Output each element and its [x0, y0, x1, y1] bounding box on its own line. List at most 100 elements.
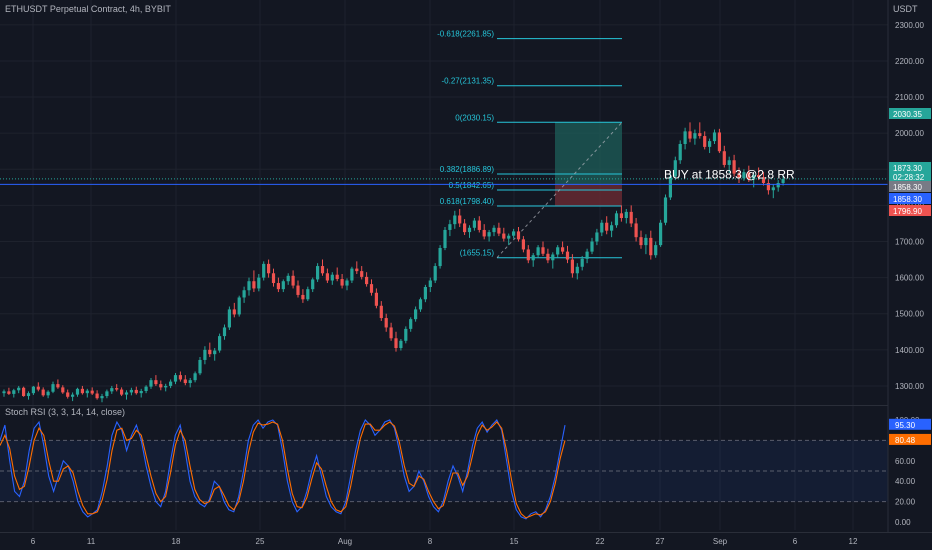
- candle-body: [281, 281, 285, 290]
- stoch-k-line: [0, 419, 566, 520]
- candle-body: [173, 375, 178, 382]
- candle-body: [619, 213, 623, 219]
- price-badge-text: 1873.30: [893, 164, 922, 173]
- candle-body: [41, 389, 45, 396]
- candle-body: [467, 227, 472, 233]
- candle-body: [90, 390, 94, 394]
- price-tick: 2000.00: [895, 129, 924, 138]
- candle-body: [115, 388, 119, 390]
- candle-body: [409, 319, 413, 329]
- candle-body: [208, 349, 212, 355]
- candle-body: [227, 309, 231, 328]
- candle-body: [766, 183, 770, 191]
- candle-body: [350, 268, 354, 281]
- candle-body: [17, 387, 21, 391]
- position-zones[interactable]: [555, 122, 622, 207]
- price-badge: [889, 108, 931, 119]
- candle-body: [644, 237, 648, 246]
- candle-body: [394, 338, 398, 349]
- candle-body: [585, 251, 589, 259]
- time-tick: 6: [793, 537, 798, 546]
- stoch-k-value: 95.30: [895, 421, 916, 430]
- candle-body: [7, 391, 11, 394]
- candle-body: [761, 177, 766, 183]
- candle-body: [110, 388, 114, 392]
- price-badge: [889, 181, 931, 192]
- candle-body: [600, 222, 604, 233]
- candle-body: [551, 254, 555, 261]
- candle-body: [580, 258, 584, 267]
- candle-body: [374, 292, 378, 306]
- candle-body: [183, 379, 187, 384]
- candle-body: [722, 151, 726, 165]
- candlestick-series: [2, 122, 785, 403]
- candle-body: [531, 255, 535, 261]
- candle-body: [379, 305, 383, 319]
- candle-body: [124, 392, 129, 395]
- price-tick: 2100.00: [895, 93, 924, 102]
- candle-body: [12, 390, 16, 394]
- candle-body: [105, 391, 109, 397]
- candle-body: [384, 318, 388, 328]
- price-badge-text: 1858.30: [893, 183, 922, 192]
- candle-body: [536, 247, 540, 256]
- candle-body: [134, 389, 138, 394]
- fib-level-label: (1655.15): [460, 249, 495, 258]
- candle-body: [757, 175, 761, 178]
- stoch-rsi-pane: [0, 419, 888, 520]
- candle-body: [178, 375, 182, 380]
- candle-body: [458, 215, 462, 224]
- candle-body: [732, 160, 736, 174]
- candle-body: [198, 359, 202, 374]
- candle-body: [423, 287, 427, 300]
- symbol-title[interactable]: ETHUSDT Perpetual Contract, 4h, BYBIT: [5, 4, 171, 14]
- candle-body: [463, 223, 467, 233]
- candle-body: [448, 224, 452, 230]
- candle-body: [752, 175, 756, 180]
- fib-level-label: 0.382(1886.89): [440, 165, 495, 174]
- fib-level-label: -0.27(2131.35): [442, 77, 495, 86]
- candle-body: [659, 222, 663, 246]
- candle-body: [610, 225, 614, 231]
- candle-body: [120, 389, 124, 395]
- time-tick: 27: [656, 537, 665, 546]
- candle-body: [507, 235, 511, 239]
- time-tick: 22: [596, 537, 605, 546]
- candle-body: [193, 373, 197, 381]
- candle-body: [477, 220, 481, 230]
- time-tick: 25: [256, 537, 265, 546]
- candle-body: [521, 239, 525, 250]
- time-tick: 12: [849, 537, 858, 546]
- price-badge-text: 2030.35: [893, 110, 922, 119]
- candle-body: [100, 396, 104, 399]
- stoch-d-line: [0, 421, 566, 519]
- candle-body: [345, 280, 349, 286]
- candle-body: [188, 380, 192, 384]
- candle-body: [355, 268, 359, 272]
- candle-body: [95, 393, 99, 399]
- price-tick: 1400.00: [895, 346, 924, 355]
- candle-body: [139, 391, 143, 394]
- candle-body: [443, 229, 447, 248]
- candle-body: [71, 394, 75, 397]
- time-tick: 6: [31, 537, 36, 546]
- fib-level-label: -0.618(2261.85): [437, 30, 494, 39]
- candle-body: [693, 133, 697, 139]
- candle-body: [365, 276, 369, 285]
- indicator-title[interactable]: Stoch RSI (3, 3, 14, 14, close): [5, 407, 126, 417]
- candle-body: [678, 144, 682, 161]
- candle-body: [629, 211, 633, 224]
- stoch-k-badge: [889, 418, 931, 430]
- candle-body: [51, 384, 55, 392]
- candle-body: [267, 263, 271, 274]
- price-badge-text: 1858.30: [893, 195, 922, 204]
- candle-body: [330, 274, 334, 281]
- candle-body: [66, 392, 70, 397]
- candle-body: [320, 266, 325, 274]
- candle-body: [561, 247, 565, 252]
- candle-body: [286, 275, 290, 282]
- candle-body: [512, 231, 516, 236]
- profit-zone: [555, 122, 622, 185]
